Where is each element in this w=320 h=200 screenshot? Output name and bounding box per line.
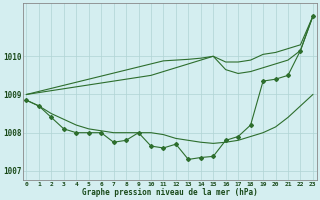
X-axis label: Graphe pression niveau de la mer (hPa): Graphe pression niveau de la mer (hPa) xyxy=(82,188,258,197)
